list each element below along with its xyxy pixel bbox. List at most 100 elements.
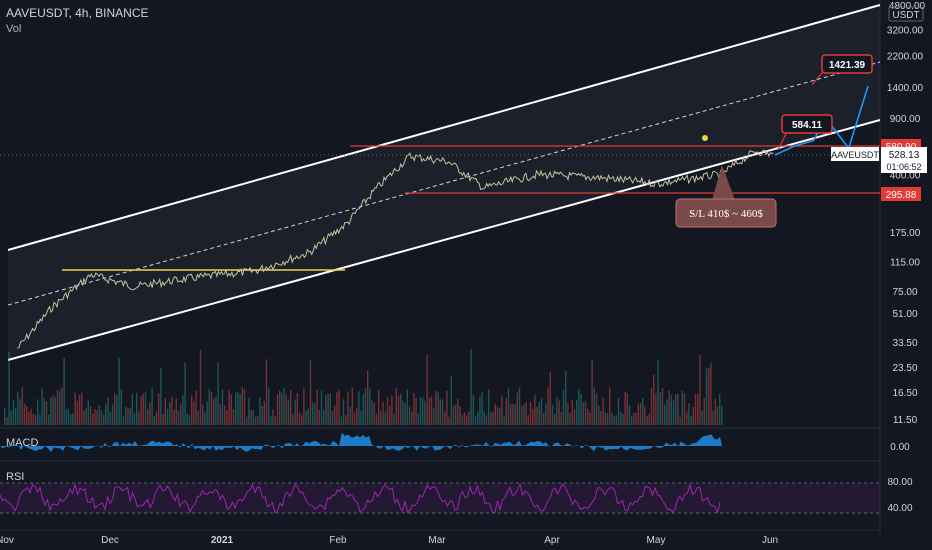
volume-bar bbox=[404, 403, 406, 425]
volume-bar bbox=[567, 402, 569, 425]
volume-bar bbox=[424, 400, 426, 425]
stop-loss-callout[interactable]: S/L 410$ ~ 460$ bbox=[675, 165, 777, 228]
volume-bar bbox=[127, 408, 129, 425]
volume-bar bbox=[345, 415, 347, 425]
volume-bar bbox=[562, 389, 565, 425]
rsi-series bbox=[0, 482, 721, 514]
volume-bar bbox=[714, 398, 716, 425]
volume-bar bbox=[151, 388, 153, 425]
volume-bar bbox=[351, 387, 353, 425]
time-tick-label: Feb bbox=[329, 535, 347, 546]
volume-bar bbox=[679, 417, 681, 425]
volume-bar bbox=[83, 410, 85, 425]
volume-bar bbox=[219, 404, 221, 425]
volume-bar bbox=[646, 416, 648, 425]
volume-bar bbox=[228, 390, 230, 425]
volume-bar bbox=[633, 412, 635, 425]
time-axis[interactable]: Nov Dec 2021 Feb Mar Apr May Jun bbox=[0, 535, 778, 546]
volume-bar bbox=[142, 393, 144, 425]
volume-bar bbox=[435, 390, 437, 425]
volume-bar bbox=[666, 399, 668, 425]
volume-bar bbox=[609, 387, 611, 425]
volume-bar bbox=[576, 399, 578, 425]
volume-bar bbox=[136, 393, 138, 425]
last-price-label: 528.13 bbox=[889, 150, 920, 161]
volume-bar bbox=[406, 389, 408, 425]
volume-bar bbox=[518, 387, 521, 425]
volume-bar bbox=[514, 404, 516, 425]
volume-bar bbox=[237, 391, 239, 425]
time-tick-label: Jun bbox=[762, 535, 778, 546]
volume-bar bbox=[450, 375, 452, 425]
volume-bar bbox=[375, 413, 378, 425]
channel-fill bbox=[8, 5, 880, 360]
volume-bar bbox=[547, 387, 549, 425]
volume-bar bbox=[584, 401, 587, 425]
volume-bar bbox=[452, 406, 455, 425]
volume-bar bbox=[261, 406, 263, 425]
volume-bar bbox=[556, 396, 558, 425]
volume-bar bbox=[327, 393, 329, 425]
volume-bar bbox=[716, 406, 719, 425]
target-2-label: 1421.39 bbox=[829, 60, 866, 71]
volume-bar bbox=[446, 391, 448, 425]
volume-bar bbox=[617, 398, 620, 425]
channel-upper-line[interactable] bbox=[7, 4, 881, 251]
volume-bar bbox=[292, 414, 294, 425]
volume-bar bbox=[39, 414, 41, 425]
volume-bar bbox=[45, 401, 48, 425]
volume-bar bbox=[305, 410, 307, 425]
volume-bar bbox=[281, 392, 283, 425]
target-1-callout[interactable]: 584.11 bbox=[777, 114, 833, 151]
volume-bar bbox=[373, 402, 375, 425]
volume-bar bbox=[510, 404, 512, 425]
volume-bar bbox=[413, 393, 415, 425]
volume-bar bbox=[276, 394, 279, 425]
volume-bar bbox=[155, 411, 158, 425]
volume-bar bbox=[369, 388, 371, 425]
volume-bar bbox=[459, 406, 461, 425]
volume-bar bbox=[694, 393, 697, 425]
volume-bar bbox=[103, 414, 105, 425]
volume-bar bbox=[703, 398, 705, 425]
target-2-callout[interactable]: 1421.39 bbox=[811, 54, 873, 86]
currency-box[interactable] bbox=[888, 6, 924, 22]
volume-bar bbox=[571, 399, 573, 425]
volume-bar bbox=[670, 395, 672, 425]
price-tick-label: 400.00 bbox=[890, 170, 921, 181]
price-tick-label: 23.50 bbox=[892, 363, 917, 374]
volume-bar bbox=[701, 410, 703, 425]
channel-lower-line[interactable] bbox=[7, 119, 881, 361]
volume-bar bbox=[175, 398, 177, 425]
volume-bar bbox=[479, 397, 481, 425]
volume-bar bbox=[580, 393, 582, 425]
volume-bar bbox=[602, 397, 604, 425]
volume-bar bbox=[457, 398, 459, 425]
volume-bar bbox=[554, 414, 556, 425]
volume-bar bbox=[56, 389, 59, 425]
volume-bar bbox=[600, 411, 602, 425]
currency-label: USDT bbox=[892, 10, 919, 21]
price-axis[interactable]: 4800.00 USDT bbox=[881, 0, 932, 535]
volume-bar bbox=[169, 402, 171, 425]
volume-bar bbox=[631, 416, 633, 425]
volume-bar bbox=[494, 403, 496, 425]
volume-bar bbox=[235, 392, 237, 425]
volume-bar bbox=[43, 398, 45, 425]
volume-bar bbox=[501, 395, 503, 425]
volume-bar bbox=[265, 359, 268, 425]
volume-bar bbox=[268, 388, 270, 425]
volume-bar bbox=[525, 401, 527, 425]
volume-bar bbox=[149, 402, 151, 425]
channel-mid-line[interactable] bbox=[7, 61, 881, 306]
volume-bar bbox=[263, 400, 265, 425]
time-tick-label: Mar bbox=[428, 535, 446, 546]
volume-bar bbox=[507, 388, 510, 425]
volume-bar bbox=[94, 408, 96, 425]
volume-bar bbox=[283, 388, 285, 425]
volume-bar bbox=[248, 397, 250, 425]
volume-bar bbox=[353, 412, 356, 425]
volume-bar bbox=[364, 388, 367, 425]
volume-bar bbox=[217, 362, 219, 425]
